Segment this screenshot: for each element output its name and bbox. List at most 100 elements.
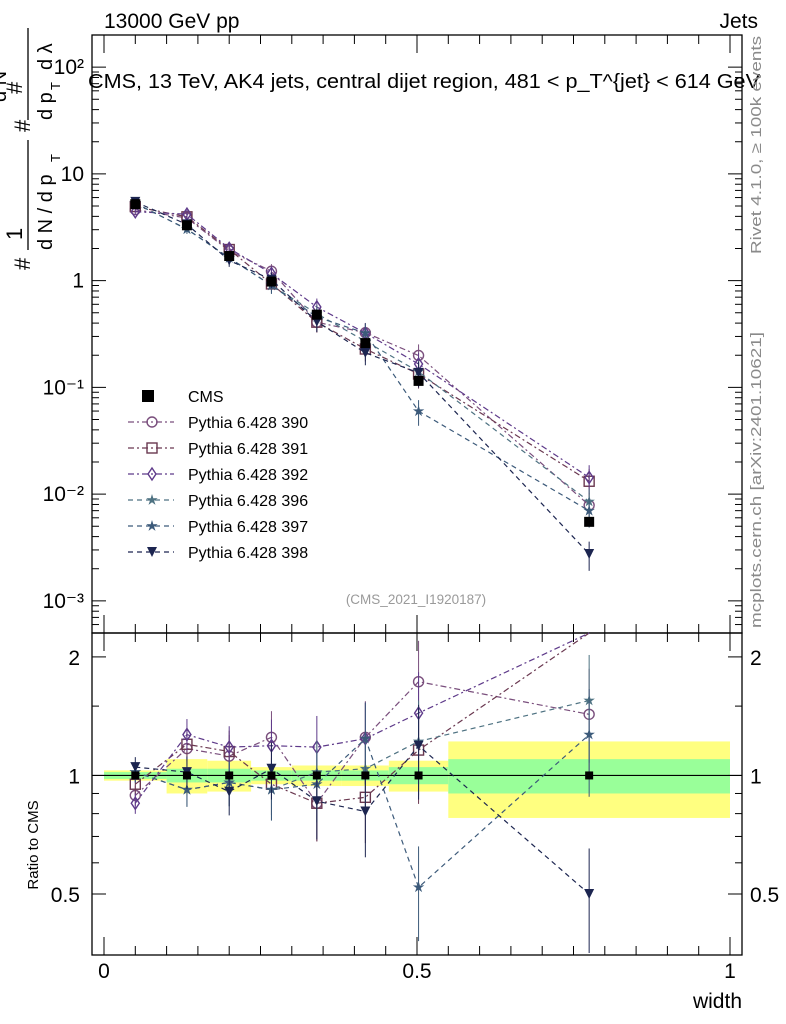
y-tick-label: 10⁻³	[43, 590, 84, 613]
series-point-ratio	[182, 727, 192, 742]
series-point-ratio	[130, 762, 141, 773]
series-line-main	[135, 201, 590, 555]
svg-text:d N / d p: d N / d p	[35, 174, 57, 250]
rivet-label: Rivet 4.1.0, ≥ 100k events	[748, 36, 765, 254]
series-point-ratio	[359, 732, 372, 744]
series-point-main	[359, 327, 372, 338]
cms-data-point-ratio	[585, 771, 594, 780]
cms-data-point-ratio	[361, 771, 370, 780]
ratio-tick-label-right: 1	[750, 765, 762, 788]
ratio-tick-label-left: 0.5	[51, 884, 80, 907]
x-axis-label: width	[692, 990, 742, 1013]
svg-text:1: 1	[2, 228, 27, 240]
svg-text:d p: d p	[35, 92, 57, 120]
legend-marker	[146, 416, 158, 428]
legend-label: Pythia 6.428 397	[188, 519, 308, 536]
series-point-main	[412, 405, 425, 417]
legend-label: Pythia 6.428 391	[188, 441, 308, 458]
cms-data-point	[360, 338, 371, 349]
svg-text:2: 2	[0, 89, 1, 96]
main-plot-frame	[91, 34, 743, 634]
ratio-tick-label-left: 2	[68, 647, 80, 670]
ratio-tick-label-right: 2	[750, 647, 762, 670]
series-point-ratio	[584, 888, 595, 899]
cms-data-point-ratio	[414, 771, 423, 780]
series-line-main	[135, 211, 590, 478]
y-tick-label: 10⁻¹	[43, 376, 84, 399]
cms-data-point-ratio	[182, 771, 191, 780]
series-point-main	[130, 204, 141, 219]
y-tick-label: 10	[61, 163, 84, 186]
series-point-ratio	[266, 763, 277, 774]
ratio-axis-label: Ratio to CMS	[25, 800, 42, 889]
cms-data-point	[266, 276, 277, 287]
cms-data-point-ratio	[267, 771, 276, 780]
series-point-main	[360, 347, 371, 358]
analysis-watermark: (CMS_2021_I1920187)	[346, 592, 486, 607]
cms-data-point-ratio	[312, 771, 321, 780]
header-right: Jets	[719, 10, 758, 33]
series-line-ratio	[135, 744, 590, 895]
y-tick-label: 1	[72, 270, 84, 293]
cms-data-point	[413, 375, 424, 386]
series-point-main	[583, 504, 595, 516]
series-point-main	[584, 548, 595, 559]
svg-text:d λ: d λ	[35, 43, 57, 70]
cms-data-point	[181, 220, 192, 231]
legend-marker	[147, 547, 157, 557]
ratio-tick-label-left: 1	[68, 765, 80, 788]
series-point-ratio	[181, 783, 193, 795]
y-axis-label: # 1 d N / d p T # d N 2 d p T d λ #	[0, 28, 63, 270]
series-point-ratio	[224, 739, 235, 755]
series-point-ratio	[412, 881, 425, 893]
cms-data-point	[224, 251, 235, 262]
cms-data-point	[584, 516, 595, 527]
cms-data-point-ratio	[225, 771, 234, 780]
legend-marker	[147, 466, 157, 482]
series-line-ratio	[135, 699, 590, 791]
series-point-ratio	[224, 786, 235, 797]
legend-label: Pythia 6.428 392	[188, 467, 308, 484]
legend-label-cms: CMS	[188, 389, 224, 406]
series-line-ratio	[135, 734, 590, 889]
svg-text:T: T	[48, 154, 63, 162]
svg-text:#: #	[10, 257, 35, 270]
x-tick-label: 0.5	[402, 960, 431, 983]
series-point-ratio	[413, 740, 424, 751]
cms-data-point-ratio	[131, 771, 140, 780]
header-left: 13000 GeV pp	[104, 10, 239, 33]
cms-data-point	[311, 309, 322, 320]
svg-text:d N: d N	[0, 71, 11, 102]
series-point-ratio	[360, 806, 371, 817]
legend-marker	[146, 494, 158, 505]
ratio-tick-label-right: 0.5	[750, 884, 779, 907]
series-point-ratio	[583, 728, 595, 740]
x-tick-label: 0	[98, 960, 110, 983]
series-line-main	[135, 202, 590, 512]
legend-marker	[146, 442, 158, 454]
y-tick-label: 10²	[54, 56, 84, 79]
svg-text:T: T	[48, 82, 63, 90]
x-tick-label: 1	[724, 960, 736, 983]
series-point-ratio	[311, 796, 322, 807]
y-tick-label: 10⁻²	[43, 483, 84, 506]
legend-marker-cms	[142, 390, 154, 402]
cms-data-point	[130, 199, 141, 210]
series-line-main	[135, 209, 590, 506]
series-point-main	[584, 470, 594, 485]
series-point-main	[413, 367, 424, 378]
legend-label: Pythia 6.428 398	[188, 545, 308, 562]
series-line-ratio	[134, 632, 590, 804]
svg-text:#: #	[10, 119, 35, 132]
series-line-ratio	[134, 681, 590, 805]
legend-label: Pythia 6.428 396	[188, 493, 308, 510]
svg-text:#: #	[2, 81, 27, 94]
series-point-ratio	[130, 795, 141, 811]
mcplots-label: mcplots.cern.ch [arXiv:2401.10621]	[748, 332, 765, 628]
chart-title: CMS, 13 TeV, AK4 jets, central dijet reg…	[88, 70, 760, 93]
legend-marker	[146, 520, 158, 531]
legend-label: Pythia 6.428 390	[188, 415, 308, 432]
series-line-ratio	[134, 632, 590, 804]
